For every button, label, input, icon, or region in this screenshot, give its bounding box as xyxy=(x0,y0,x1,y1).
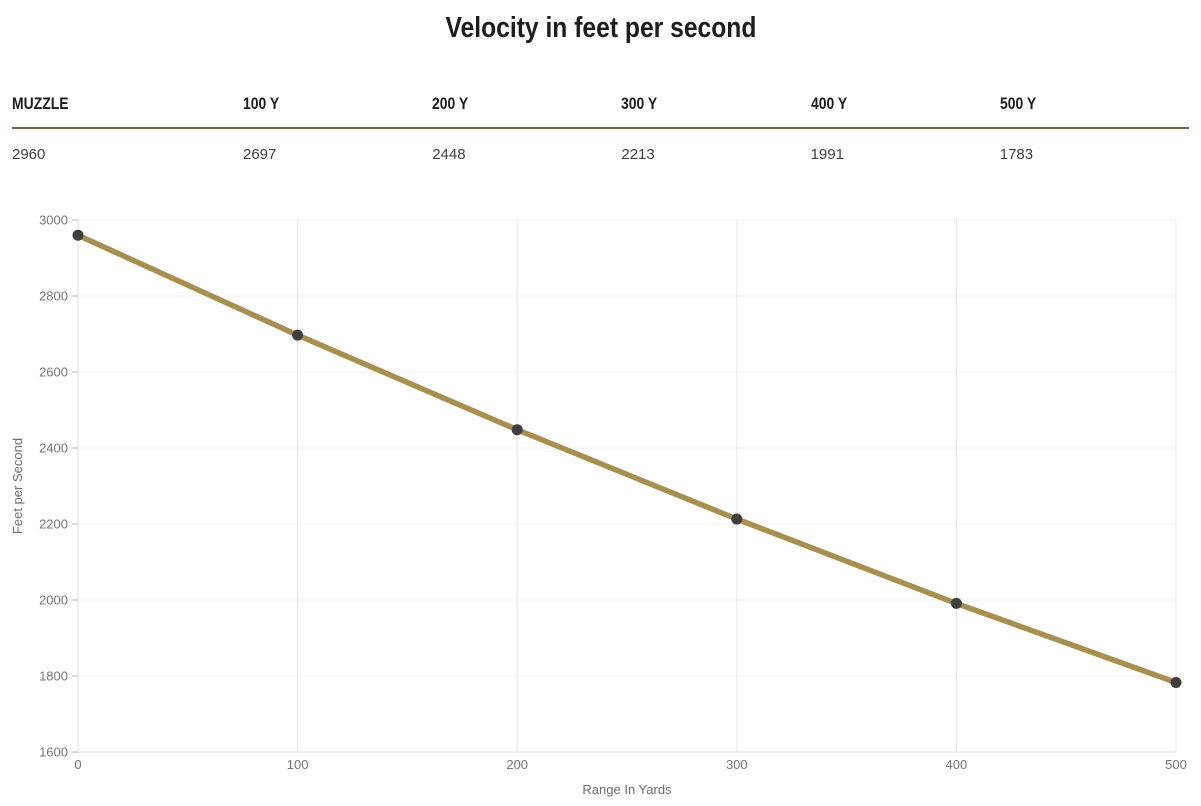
table-header-label: 500 Y xyxy=(999,94,1036,113)
velocity-table-grid: MUZZLE 100 Y 200 Y 300 Y 400 Y 500 Y 2960 2697… xyxy=(12,94,1189,165)
table-value-cell: 2960 xyxy=(12,146,46,163)
table-header-cell: 200 Y xyxy=(432,94,622,129)
velocity-chart: 1600 1800 2000 2200 2400 2600 2800 3000 0 100 200 3… xyxy=(0,193,1201,803)
table-header-label: MUZZLE xyxy=(12,94,69,113)
table-value-cell: 2448 xyxy=(432,146,466,163)
table-header-cell: MUZZLE xyxy=(12,94,243,129)
y-axis-title: Feet per Second xyxy=(10,438,25,534)
velocity-table: MUZZLE 100 Y 200 Y 300 Y 400 Y 500 Y 2960 2697… xyxy=(12,94,1189,165)
table-value-cell: 1991 xyxy=(810,146,844,163)
velocity-chart-svg: 1600 1800 2000 2200 2400 2600 2800 3000 0 100 200 3… xyxy=(10,213,1187,798)
y-axis-tick-label: 2200 xyxy=(39,517,68,532)
table-header-label: 300 Y xyxy=(621,94,658,113)
data-point[interactable] xyxy=(292,329,304,341)
table-header-cell: 500 Y xyxy=(999,94,1189,129)
table-header-cell: 100 Y xyxy=(243,94,433,129)
y-axis-tick-label: 2000 xyxy=(39,593,68,608)
x-axis-title: Range In Yards xyxy=(582,782,672,797)
x-axis-tick-label: 300 xyxy=(726,757,748,772)
page-title: Velocity in feet per second xyxy=(0,10,1201,46)
data-point[interactable] xyxy=(950,597,962,609)
y-axis-tick-label: 3000 xyxy=(39,213,68,228)
data-point[interactable] xyxy=(731,513,743,525)
x-axis-tick-label: 100 xyxy=(287,757,309,772)
x-axis-tick-label: 500 xyxy=(1165,757,1187,772)
data-point[interactable] xyxy=(72,229,84,241)
table-header-row: MUZZLE 100 Y 200 Y 300 Y 400 Y 500 Y xyxy=(12,94,1189,129)
y-axis-tick-label: 2800 xyxy=(39,289,68,304)
y-axis-tick-label: 2600 xyxy=(39,365,68,380)
data-point[interactable] xyxy=(1170,676,1182,688)
x-axis-tick-label: 200 xyxy=(506,757,528,772)
table-value-cell: 2213 xyxy=(621,146,655,163)
table-value-cell: 1783 xyxy=(999,146,1034,163)
table-header-cell: 300 Y xyxy=(621,94,811,129)
table-value-cell: 2697 xyxy=(243,146,277,163)
page: Velocity in feet per second MUZZLE 100 Y 2… xyxy=(0,10,1201,806)
table-header-label: 100 Y xyxy=(243,94,280,113)
y-axis-tick-label: 1800 xyxy=(39,669,68,684)
y-axis-tick-label: 1600 xyxy=(39,745,68,760)
table-header-cell: 400 Y xyxy=(810,94,1000,129)
table-header-label: 200 Y xyxy=(432,94,469,113)
x-axis-tick-label: 400 xyxy=(946,757,968,772)
y-axis-tick-label: 2400 xyxy=(39,441,68,456)
x-axis-tick-label: 0 xyxy=(74,757,81,772)
table-value-row: 2960 2697 2448 2213 1991 1783 xyxy=(12,128,1189,165)
velocity-line xyxy=(75,232,1179,686)
data-point[interactable] xyxy=(511,424,523,436)
table-header-label: 400 Y xyxy=(810,94,847,113)
page-title-text: Velocity in feet per second xyxy=(445,12,756,44)
